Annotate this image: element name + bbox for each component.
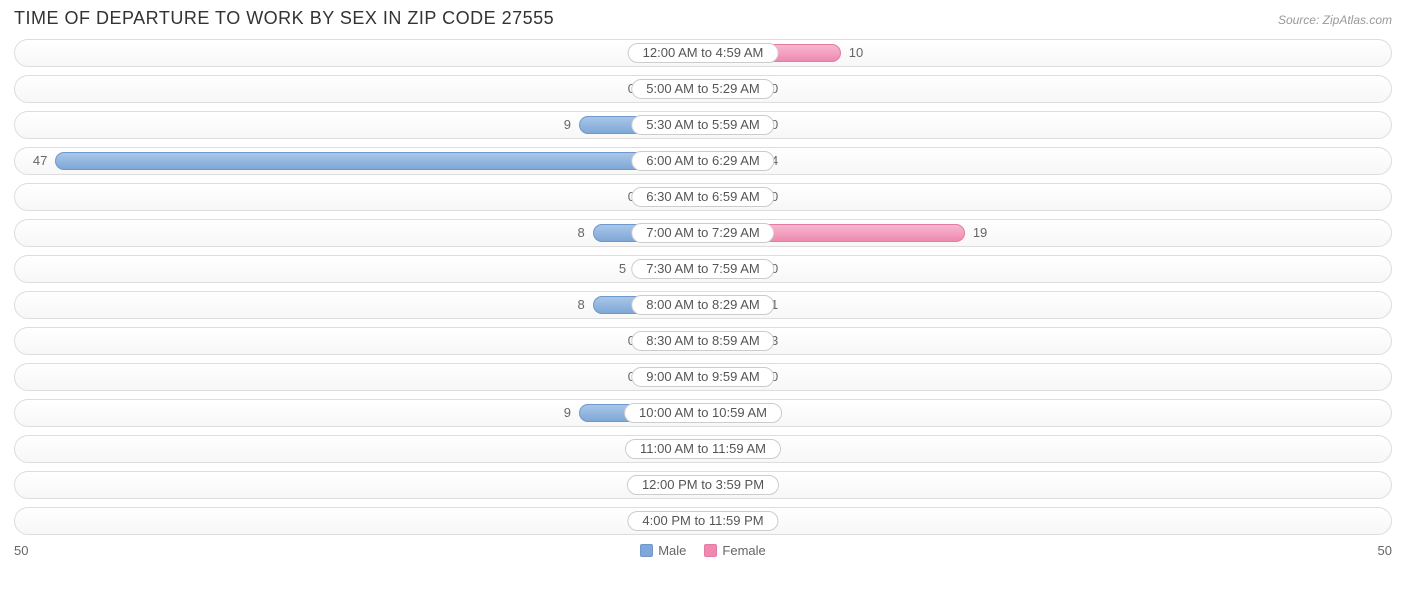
male-half: 0 bbox=[15, 328, 703, 354]
category-label: 10:00 AM to 10:59 AM bbox=[624, 403, 782, 423]
female-value: 19 bbox=[973, 220, 987, 248]
category-label: 7:30 AM to 7:59 AM bbox=[631, 259, 774, 279]
table-row: 47 46:00 AM to 6:29 AM bbox=[14, 147, 1392, 175]
table-row: 9 010:00 AM to 10:59 AM bbox=[14, 399, 1392, 427]
table-row: 9 05:30 AM to 5:59 AM bbox=[14, 111, 1392, 139]
male-swatch-icon bbox=[640, 544, 653, 557]
category-label: 12:00 AM to 4:59 AM bbox=[628, 43, 779, 63]
male-half: 8 bbox=[15, 292, 703, 318]
female-half: 10 bbox=[703, 40, 1391, 66]
female-half: 19 bbox=[703, 220, 1391, 246]
legend-female-label: Female bbox=[722, 543, 765, 558]
female-half: 1 bbox=[703, 292, 1391, 318]
male-value: 5 bbox=[619, 256, 626, 284]
category-label: 7:00 AM to 7:29 AM bbox=[631, 223, 774, 243]
table-row: 006:30 AM to 6:59 AM bbox=[14, 183, 1392, 211]
table-row: 004:00 PM to 11:59 PM bbox=[14, 507, 1392, 535]
category-label: 8:30 AM to 8:59 AM bbox=[631, 331, 774, 351]
table-row: 8 19 7:00 AM to 7:29 AM bbox=[14, 219, 1392, 247]
legend-item-male: Male bbox=[640, 543, 686, 558]
chart-footer: 50 Male Female 50 bbox=[14, 543, 1392, 558]
male-value: 8 bbox=[578, 292, 585, 320]
chart-container: TIME OF DEPARTURE TO WORK BY SEX IN ZIP … bbox=[0, 0, 1406, 564]
chart-title: TIME OF DEPARTURE TO WORK BY SEX IN ZIP … bbox=[14, 8, 554, 29]
female-half: 0 bbox=[703, 400, 1391, 426]
category-label: 6:00 AM to 6:29 AM bbox=[631, 151, 774, 171]
male-half: 0 bbox=[15, 76, 703, 102]
female-half: 0 bbox=[703, 184, 1391, 210]
male-bar bbox=[55, 152, 703, 170]
table-row: 038:30 AM to 8:59 AM bbox=[14, 327, 1392, 355]
category-label: 6:30 AM to 6:59 AM bbox=[631, 187, 774, 207]
table-row: 005:00 AM to 5:29 AM bbox=[14, 75, 1392, 103]
male-half: 47 bbox=[15, 148, 703, 174]
category-label: 5:00 AM to 5:29 AM bbox=[631, 79, 774, 99]
axis-right-max: 50 bbox=[1378, 543, 1392, 558]
legend-male-label: Male bbox=[658, 543, 686, 558]
table-row: 5 07:30 AM to 7:59 AM bbox=[14, 255, 1392, 283]
male-half: 8 bbox=[15, 220, 703, 246]
category-label: 5:30 AM to 5:59 AM bbox=[631, 115, 774, 135]
category-label: 4:00 PM to 11:59 PM bbox=[627, 511, 778, 531]
male-half: 0 bbox=[15, 508, 703, 534]
legend-item-female: Female bbox=[704, 543, 765, 558]
female-half: 0 bbox=[703, 256, 1391, 282]
female-swatch-icon bbox=[704, 544, 717, 557]
chart-legend: Male Female bbox=[640, 543, 766, 558]
female-half: 4 bbox=[703, 148, 1391, 174]
male-half: 0 bbox=[15, 40, 703, 66]
male-half: 0 bbox=[15, 436, 703, 462]
female-value: 10 bbox=[849, 40, 863, 68]
male-value: 9 bbox=[564, 112, 571, 140]
chart-source: Source: ZipAtlas.com bbox=[1278, 13, 1392, 27]
male-half: 2 bbox=[15, 472, 703, 498]
table-row: 2012:00 PM to 3:59 PM bbox=[14, 471, 1392, 499]
category-label: 11:00 AM to 11:59 AM bbox=[625, 439, 781, 459]
chart-header: TIME OF DEPARTURE TO WORK BY SEX IN ZIP … bbox=[14, 8, 1392, 29]
male-value: 47 bbox=[33, 148, 47, 176]
category-label: 9:00 AM to 9:59 AM bbox=[631, 367, 774, 387]
table-row: 0 10 12:00 AM to 4:59 AM bbox=[14, 39, 1392, 67]
category-label: 8:00 AM to 8:29 AM bbox=[631, 295, 774, 315]
male-half: 0 bbox=[15, 364, 703, 390]
female-half: 0 bbox=[703, 112, 1391, 138]
category-label: 12:00 PM to 3:59 PM bbox=[627, 475, 779, 495]
female-half: 0 bbox=[703, 508, 1391, 534]
female-half: 0 bbox=[703, 76, 1391, 102]
male-half: 0 bbox=[15, 184, 703, 210]
female-half: 0 bbox=[703, 472, 1391, 498]
table-row: 8 18:00 AM to 8:29 AM bbox=[14, 291, 1392, 319]
male-half: 9 bbox=[15, 112, 703, 138]
female-half: 0 bbox=[703, 364, 1391, 390]
female-half: 0 bbox=[703, 436, 1391, 462]
table-row: 0011:00 AM to 11:59 AM bbox=[14, 435, 1392, 463]
male-half: 5 bbox=[15, 256, 703, 282]
table-row: 009:00 AM to 9:59 AM bbox=[14, 363, 1392, 391]
female-half: 3 bbox=[703, 328, 1391, 354]
chart-body: 01012:00 AM to 4:59 AM005:00 AM to 5:29 … bbox=[14, 39, 1392, 535]
male-value: 9 bbox=[564, 400, 571, 428]
axis-left-max: 50 bbox=[14, 543, 28, 558]
male-value: 8 bbox=[578, 220, 585, 248]
male-half: 9 bbox=[15, 400, 703, 426]
